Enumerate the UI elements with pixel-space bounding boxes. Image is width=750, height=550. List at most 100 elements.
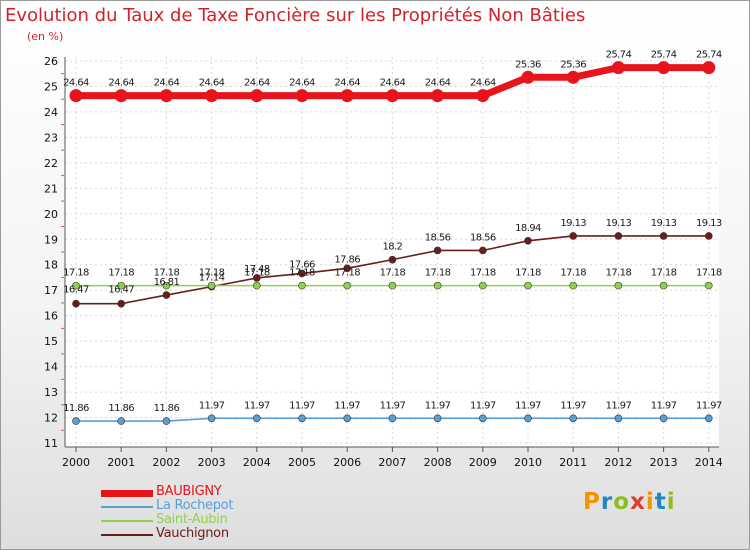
legend-item-vauchignon[interactable]: Vauchignon xyxy=(101,526,321,542)
data-point-la-rochepot[interactable] xyxy=(117,417,125,425)
data-point-vauchignon[interactable] xyxy=(524,236,532,245)
data-point-vauchignon[interactable] xyxy=(162,291,171,299)
data-point-vauchignon[interactable] xyxy=(659,232,668,240)
data-point-baubigny[interactable] xyxy=(431,89,445,103)
data-point-vauchignon[interactable] xyxy=(704,232,713,240)
data-point-baubigny[interactable] xyxy=(521,70,535,84)
data-label-vauchignon: 19.13 xyxy=(651,218,677,229)
y-tick-label: 13 xyxy=(44,386,58,399)
y-tick-label: 26 xyxy=(44,55,58,68)
legend-item-baubigny[interactable]: BAUBIGNY xyxy=(101,484,321,500)
data-point-saint-aubin[interactable] xyxy=(162,281,171,290)
data-label-la-rochepot: 11.97 xyxy=(380,400,406,411)
data-point-saint-aubin[interactable] xyxy=(659,281,668,290)
data-point-la-rochepot[interactable] xyxy=(614,414,623,423)
y-tick-label: 24 xyxy=(44,106,58,119)
data-label-vauchignon: 18.56 xyxy=(425,232,451,243)
y-tick-label: 23 xyxy=(44,131,58,144)
data-label-la-rochepot: 11.97 xyxy=(334,400,360,411)
data-point-saint-aubin[interactable] xyxy=(298,281,306,290)
data-point-baubigny[interactable] xyxy=(611,61,625,75)
data-point-vauchignon[interactable] xyxy=(478,246,487,255)
chart-subtitle: (en %) xyxy=(27,30,64,43)
data-label-baubigny: 24.64 xyxy=(470,78,496,89)
data-label-la-rochepot: 11.97 xyxy=(606,400,632,411)
data-point-la-rochepot[interactable] xyxy=(388,414,397,423)
legend-item-la-rochepot[interactable]: La Rochepot xyxy=(101,498,321,514)
data-point-vauchignon[interactable] xyxy=(433,246,442,255)
y-tick-label: 14 xyxy=(44,361,58,374)
data-label-saint-aubin: 17.18 xyxy=(425,268,451,279)
data-point-saint-aubin[interactable] xyxy=(478,281,487,290)
y-tick-label: 17 xyxy=(44,284,58,297)
data-point-saint-aubin[interactable] xyxy=(704,281,713,290)
data-label-la-rochepot: 11.86 xyxy=(154,403,180,414)
data-label-saint-aubin: 17.18 xyxy=(334,268,360,279)
data-point-baubigny[interactable] xyxy=(566,70,580,84)
data-point-saint-aubin[interactable] xyxy=(614,281,623,290)
y-tick-label: 19 xyxy=(44,233,58,246)
data-point-la-rochepot[interactable] xyxy=(253,414,261,423)
data-point-la-rochepot[interactable] xyxy=(72,417,80,425)
data-point-baubigny[interactable] xyxy=(295,89,309,103)
data-point-la-rochepot[interactable] xyxy=(298,414,306,423)
data-point-saint-aubin[interactable] xyxy=(72,281,80,290)
legend-label: La Rochepot xyxy=(156,498,234,513)
data-label-saint-aubin: 17.18 xyxy=(289,268,315,279)
data-point-saint-aubin[interactable] xyxy=(117,281,125,290)
data-point-la-rochepot[interactable] xyxy=(343,414,352,423)
data-point-vauchignon[interactable] xyxy=(253,274,261,282)
data-point-vauchignon[interactable] xyxy=(343,264,352,273)
data-point-baubigny[interactable] xyxy=(385,89,399,103)
data-point-la-rochepot[interactable] xyxy=(478,414,487,423)
data-point-vauchignon[interactable] xyxy=(298,269,306,278)
data-point-baubigny[interactable] xyxy=(159,89,173,103)
data-point-vauchignon[interactable] xyxy=(614,232,623,240)
data-label-baubigny: 24.64 xyxy=(425,78,451,89)
data-point-saint-aubin[interactable] xyxy=(343,281,352,290)
data-label-vauchignon: 17.14 xyxy=(199,273,225,284)
data-point-la-rochepot[interactable] xyxy=(207,414,216,423)
data-label-la-rochepot: 11.86 xyxy=(63,403,89,414)
data-point-baubigny[interactable] xyxy=(205,89,219,103)
data-point-baubigny[interactable] xyxy=(702,61,716,75)
x-tick-label: 2010 xyxy=(514,456,542,469)
data-point-la-rochepot[interactable] xyxy=(704,414,713,423)
x-tick-label: 2003 xyxy=(198,456,226,469)
legend-label: Saint-Aubin xyxy=(156,512,228,527)
data-point-saint-aubin[interactable] xyxy=(388,281,397,290)
legend-swatch xyxy=(101,489,153,497)
data-point-vauchignon[interactable] xyxy=(117,299,125,308)
data-point-la-rochepot[interactable] xyxy=(524,414,532,423)
data-point-baubigny[interactable] xyxy=(340,89,354,103)
data-label-vauchignon: 19.13 xyxy=(560,218,586,229)
data-label-baubigny: 24.64 xyxy=(199,78,225,89)
data-label-vauchignon: 17.48 xyxy=(244,264,270,275)
data-point-baubigny[interactable] xyxy=(69,89,83,103)
data-label-vauchignon: 19.13 xyxy=(696,218,722,229)
data-point-baubigny[interactable] xyxy=(250,89,264,103)
data-point-saint-aubin[interactable] xyxy=(207,281,216,290)
data-label-vauchignon: 18.94 xyxy=(515,223,541,234)
data-label-baubigny: 24.64 xyxy=(244,78,270,89)
data-point-saint-aubin[interactable] xyxy=(433,281,442,290)
data-point-vauchignon[interactable] xyxy=(388,255,397,264)
data-point-la-rochepot[interactable] xyxy=(433,414,442,423)
data-label-la-rochepot: 11.97 xyxy=(425,400,451,411)
data-point-la-rochepot[interactable] xyxy=(659,414,668,423)
data-point-vauchignon[interactable] xyxy=(72,299,80,308)
legend-item-saint-aubin[interactable]: Saint-Aubin xyxy=(101,512,321,528)
data-point-baubigny[interactable] xyxy=(657,61,671,75)
data-point-saint-aubin[interactable] xyxy=(524,281,532,290)
legend-label: Vauchignon xyxy=(156,526,229,541)
data-point-baubigny[interactable] xyxy=(114,89,128,103)
data-point-baubigny[interactable] xyxy=(476,89,490,103)
data-label-la-rochepot: 11.97 xyxy=(199,400,225,411)
data-point-vauchignon[interactable] xyxy=(569,232,578,240)
data-point-la-rochepot[interactable] xyxy=(162,417,171,425)
legend-label: BAUBIGNY xyxy=(156,484,222,499)
data-point-saint-aubin[interactable] xyxy=(253,281,261,290)
data-point-saint-aubin[interactable] xyxy=(569,281,578,290)
data-point-la-rochepot[interactable] xyxy=(569,414,578,423)
